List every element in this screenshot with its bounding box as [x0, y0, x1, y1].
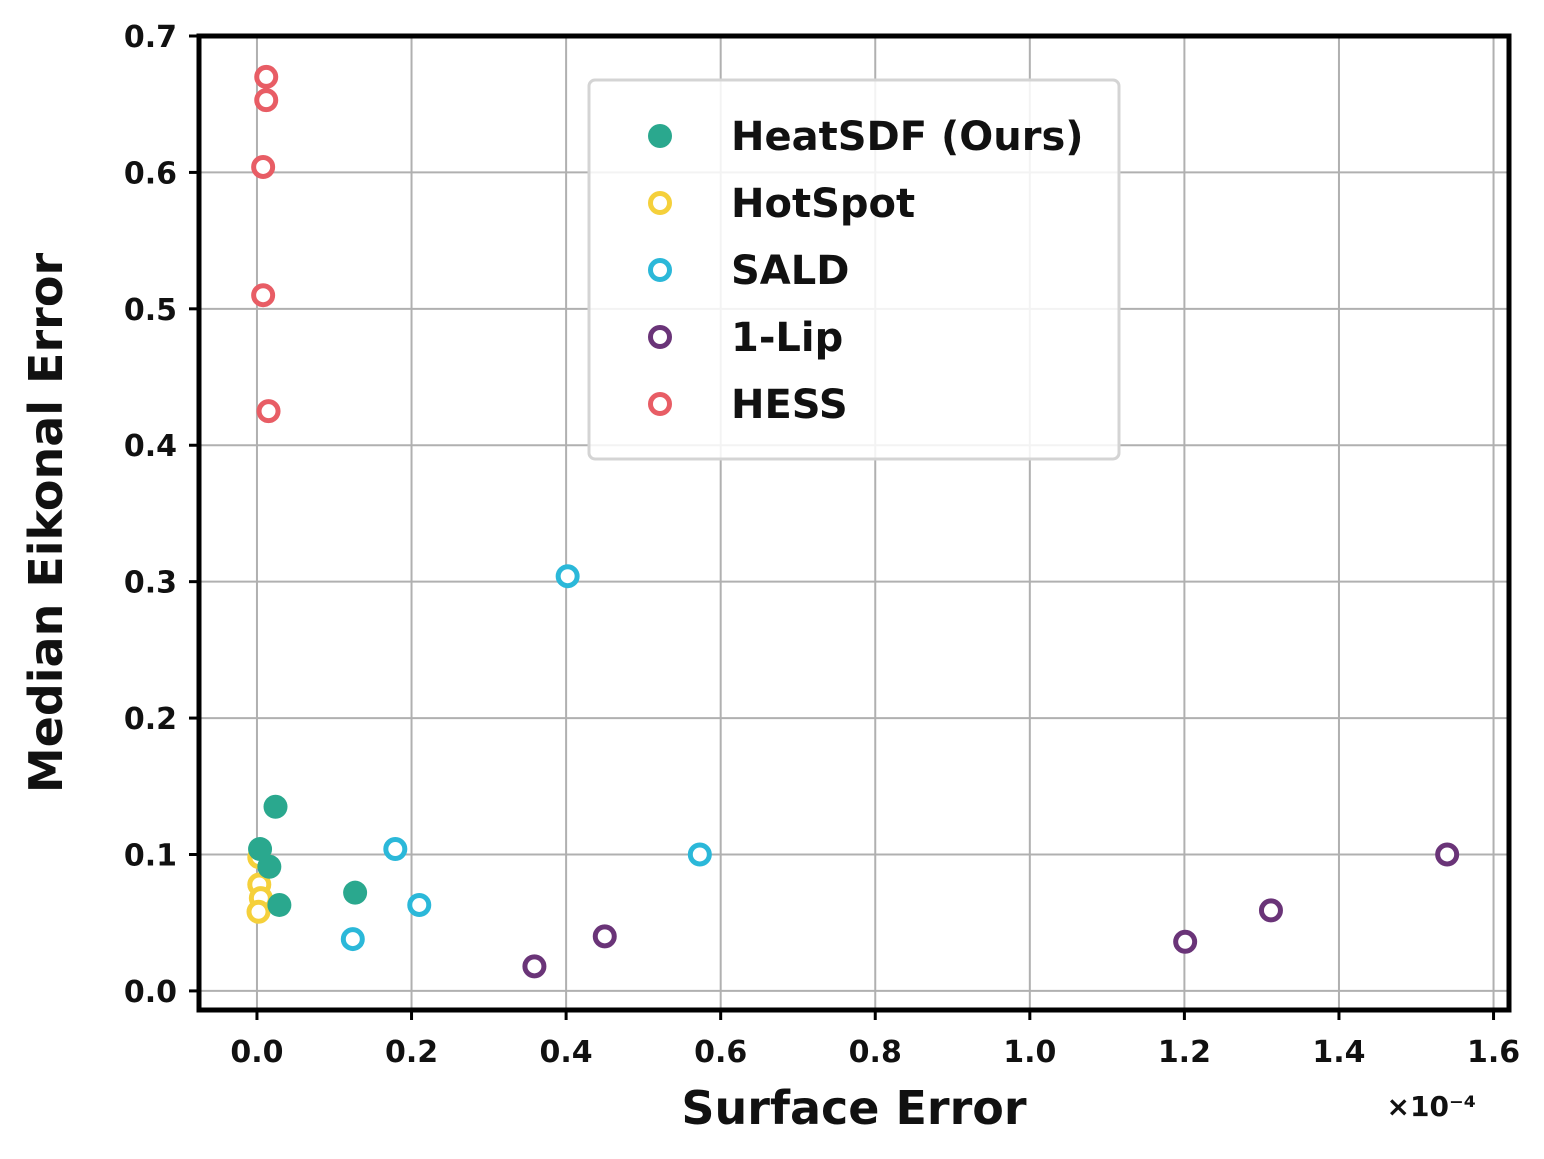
point-1-lip [1173, 929, 1198, 954]
axis-ticks: 0.0 0.2 0.4 0.6 0.8 1.0 1.2 1.4 1.6 0.0 0.1 0.2 0.3 0… [124, 20, 1520, 1070]
point-hess [251, 283, 276, 308]
x-tick-label: 0.2 [385, 1035, 438, 1070]
y-tick-label: 0.6 [124, 156, 177, 191]
y-axis-title: Median Eikonal Error [19, 253, 73, 794]
point-hotspot [246, 899, 271, 924]
legend-label-hess: HESS [731, 382, 848, 428]
legend-marker-hess [648, 392, 672, 416]
legend-box [587, 78, 1121, 461]
legend-label-sald: SALD [731, 248, 849, 294]
legend-label-1-lip: 1-Lip [731, 315, 843, 361]
y-tick-label: 0.3 [124, 566, 177, 601]
y-tick-label: 0.5 [124, 293, 177, 328]
point-sald [407, 892, 432, 917]
point-heatsdf-ours [248, 837, 273, 862]
y-tick-label: 0.4 [124, 429, 177, 464]
legend-label-hotspot: HotSpot [731, 181, 915, 227]
legend-marker-1-lip [648, 325, 672, 349]
y-tick-label: 0.2 [124, 702, 177, 737]
legend-marker-sald [648, 258, 672, 282]
x-axis-offset-label: ×10⁻⁴ [1387, 1090, 1476, 1123]
legend: HeatSDF (Ours) HotSpot SALD 1-Lip HESS [587, 78, 1121, 461]
point-1-lip [1258, 898, 1283, 923]
legend-marker-hotspot [648, 191, 672, 215]
point-hess [254, 88, 279, 113]
plot-frame [196, 33, 1512, 1013]
point-heatsdf-ours [263, 794, 288, 819]
point-1-lip [592, 924, 617, 949]
legend-marker-heatsdf-ours [648, 124, 672, 148]
point-hess [251, 154, 276, 179]
y-tick-label: 0.1 [124, 838, 177, 873]
x-tick-label: 0.4 [540, 1035, 593, 1070]
point-hess [256, 399, 281, 424]
x-tick-label: 1.6 [1467, 1035, 1520, 1070]
point-heatsdf-ours [257, 854, 282, 879]
data-points [246, 64, 1460, 979]
point-sald [555, 564, 580, 589]
x-tick-label: 1.4 [1312, 1035, 1365, 1070]
x-axis-title: Surface Error [681, 1081, 1026, 1135]
x-tick-label: 0.0 [230, 1035, 283, 1070]
x-tick-label: 1.0 [1003, 1035, 1056, 1070]
point-sald [687, 842, 712, 867]
point-sald [340, 927, 365, 952]
y-tick-label: 0.0 [124, 975, 177, 1010]
point-1-lip [522, 954, 547, 979]
point-heatsdf-ours [267, 892, 292, 917]
legend-label-heatsdf-ours: HeatSDF (Ours) [731, 114, 1084, 160]
x-tick-label: 0.6 [694, 1035, 747, 1070]
point-1-lip [1435, 842, 1460, 867]
point-sald [383, 837, 408, 862]
y-tick-label: 0.7 [124, 20, 177, 55]
x-tick-label: 1.2 [1158, 1035, 1211, 1070]
point-heatsdf-ours [343, 880, 368, 905]
x-tick-label: 0.8 [849, 1035, 902, 1070]
point-hess [254, 64, 279, 89]
